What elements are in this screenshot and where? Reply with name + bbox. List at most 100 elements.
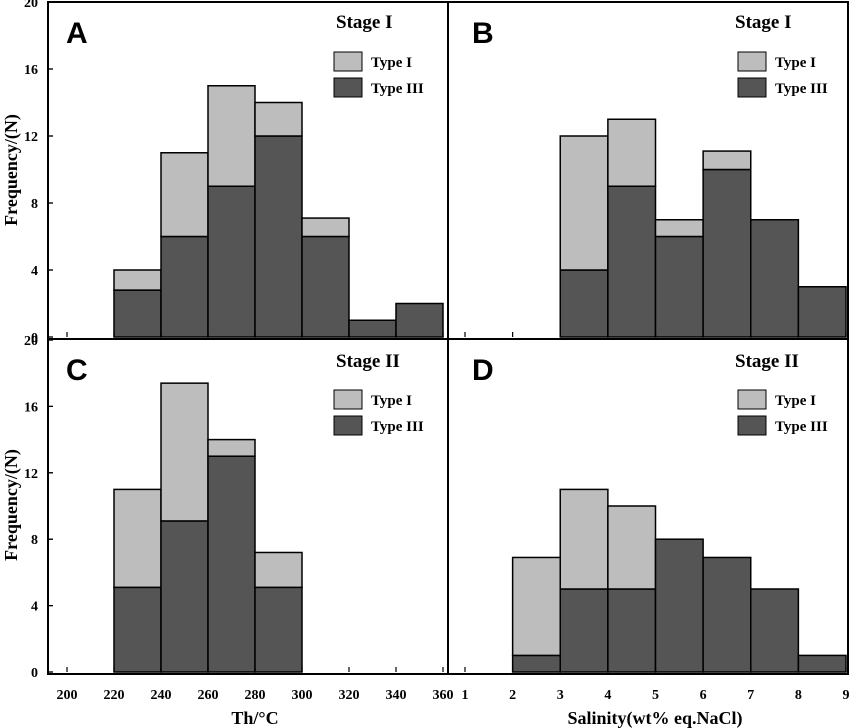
x-tick-label-salinity: 5 [652, 688, 659, 703]
panel-d-bar-type-iii [702, 556, 752, 673]
panel-c: 0 4 8 12 16 20 C Stage II Type I Type III [24, 334, 444, 681]
panel-a-bar-type-iii [301, 235, 350, 338]
panel-c-ytick-label: 8 [31, 533, 38, 548]
panel-c-bar-type-iii [254, 586, 303, 673]
panel-b-letter: B [472, 17, 494, 50]
x-tick-label-th: 300 [292, 688, 313, 703]
panel-a-bar-type-iii [160, 235, 209, 338]
x-tick-label-th: 200 [57, 688, 78, 703]
panel-d-bar-type-i [607, 505, 657, 590]
panel-a-legend-label: Type I [371, 55, 412, 71]
panel-a-ytick-label: 20 [24, 0, 38, 11]
panel-d: D Stage II Type I Type III [48, 339, 847, 673]
panel-c-legend-label: Type I [371, 393, 412, 409]
panel-a-bar-type-i [254, 101, 303, 137]
panel-d-legend-label: Type III [775, 419, 828, 435]
panel-b-bar-type-iii [702, 168, 752, 338]
x-axis-title-th: Th/°C [231, 708, 278, 728]
panel-b: B Stage I Type I Type III [48, 1, 847, 338]
panel-c-bar-type-i [160, 382, 209, 522]
panel-c-ytick-label: 0 [31, 666, 38, 681]
panel-d-bar-type-iii [559, 588, 609, 673]
panel-a-ytick-label: 8 [31, 197, 38, 212]
panel-c-legend-swatch [333, 415, 363, 436]
panel-a-bar-type-iii [113, 289, 162, 338]
panel-b-legend-swatch [737, 51, 767, 72]
panel-d-bar-type-iii [607, 588, 657, 673]
panel-a-bar-type-iii [395, 302, 444, 338]
panel-c-bar-type-i [254, 551, 303, 589]
x-tick-label-salinity: 6 [700, 688, 707, 703]
panel-b-title: Stage I [735, 12, 791, 33]
panel-c-letter: C [66, 354, 88, 387]
x-tick-label-salinity: 9 [843, 688, 850, 703]
x-tick-label-salinity: 1 [462, 688, 469, 703]
x-tick-label-salinity: 8 [795, 688, 802, 703]
panel-a-ytick-label: 12 [24, 130, 38, 145]
x-tick-label-salinity: 4 [604, 688, 611, 703]
panel-c-ytick-label: 16 [24, 400, 38, 415]
panel-d-bar-type-i [511, 556, 561, 657]
panel-b-bar-type-i [702, 150, 752, 171]
x-axis-title-salinity: Salinity(wt% eq.NaCl) [568, 708, 743, 728]
panel-b-bar-type-i [654, 219, 704, 238]
panel-c-bar-type-i [207, 438, 256, 457]
panel-d-legend-swatch [737, 389, 767, 410]
x-tick-label-salinity: 3 [557, 688, 564, 703]
panel-b-legend-swatch [737, 77, 767, 98]
panel-d-title: Stage II [735, 351, 799, 372]
panel-a-bar-type-i [160, 152, 209, 238]
panel-c-ytick-label: 20 [24, 334, 38, 349]
panel-c-bar-type-i [113, 488, 162, 589]
x-tick-label-salinity: 7 [747, 688, 754, 703]
x-tick-label-th: 220 [104, 688, 125, 703]
panel-d-legend-label: Type I [775, 393, 816, 409]
panel-b-bar-type-iii [750, 219, 800, 338]
y-axis-title: Frequency/(N) [1, 114, 22, 226]
panel-a-ytick-label: 16 [24, 63, 38, 78]
panel-a-ytick-label: 0 [31, 331, 38, 346]
panel-d-legend-swatch [737, 415, 767, 436]
panel-b-legend-label: Type I [775, 55, 816, 71]
x-tick-label-th: 320 [339, 688, 360, 703]
x-tick-label-th: 360 [433, 688, 454, 703]
panel-b-legend-label: Type III [775, 81, 828, 97]
panel-a-ytick-label: 4 [31, 264, 38, 279]
panel-b-bar-type-iii [654, 235, 704, 338]
panel-c-legend-label: Type III [371, 419, 424, 435]
panel-b-bar-type-i [607, 118, 657, 187]
panel-a-title: Stage I [336, 12, 392, 33]
panel-a-bar-type-iii [348, 319, 397, 338]
panel-a-bar-type-iii [207, 185, 256, 338]
x-tick-label-th: 260 [198, 688, 219, 703]
panel-c-bar-type-iii [113, 586, 162, 673]
panel-c-ytick-label: 4 [31, 600, 38, 615]
panel-a-legend-label: Type III [371, 81, 424, 97]
panel-a-letter: A [66, 17, 88, 50]
panel-b-bar-type-iii [797, 286, 847, 338]
panel-d-bar-type-iii [654, 538, 704, 673]
panel-b-bar-type-iii [559, 269, 609, 338]
panel-d-letter: D [472, 354, 494, 387]
panel-c-bar-type-iii [207, 455, 256, 673]
panel-a-bar-type-i [207, 85, 256, 187]
x-tick-label-th: 240 [151, 688, 172, 703]
panel-c-ytick-label: 12 [24, 467, 38, 482]
panel-a-bar-type-i [113, 269, 162, 291]
panel-c-title: Stage II [336, 351, 400, 372]
panel-a: 0 4 8 12 16 20 A Stage I Type I Type III [24, 0, 444, 346]
panel-a-legend-swatch [333, 51, 363, 72]
panel-c-bar-type-iii [160, 520, 209, 673]
panel-d-bar-type-iii [797, 654, 847, 673]
panel-b-bar-type-i [559, 135, 609, 271]
x-tick-label-th: 340 [386, 688, 407, 703]
x-tick-label-salinity: 2 [509, 688, 516, 703]
panel-b-bar-type-iii [607, 185, 657, 338]
panel-c-legend-swatch [333, 389, 363, 410]
y-axis-title: Frequency/(N) [1, 449, 22, 561]
panel-d-bar-type-iii [511, 654, 561, 673]
panel-a-legend-swatch [333, 77, 363, 98]
panel-d-bar-type-iii [750, 588, 800, 673]
panel-d-bar-type-i [559, 488, 609, 590]
